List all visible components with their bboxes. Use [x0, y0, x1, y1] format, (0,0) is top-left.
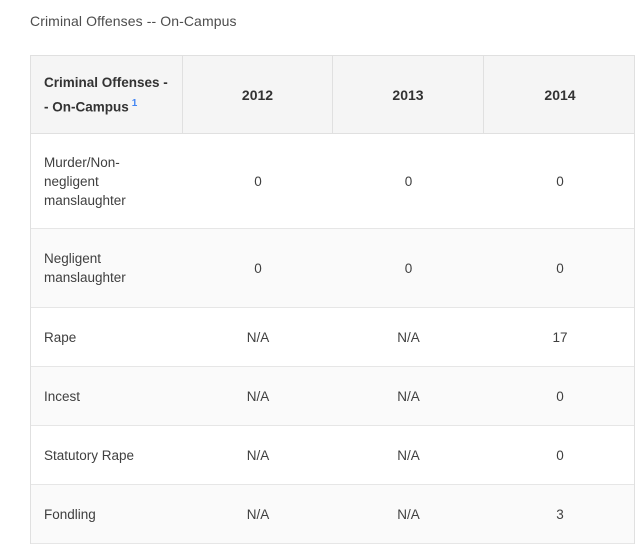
- value-2012: N/A: [246, 388, 270, 404]
- header-cell-2012: 2012: [183, 56, 333, 133]
- offense-label: Negligent manslaughter: [44, 251, 126, 285]
- header-offense-text: Criminal Offenses -- On-Campus: [44, 74, 168, 115]
- value-2013: 0: [404, 260, 413, 276]
- value-2013: N/A: [397, 447, 420, 463]
- value-2014: 0: [556, 388, 564, 404]
- value-2012: N/A: [246, 329, 270, 345]
- table-header-row: Criminal Offenses -- On-Campus 1 2012 201…: [31, 56, 634, 134]
- offense-label: Fondling: [44, 506, 96, 522]
- value-2013: N/A: [397, 388, 420, 404]
- value-2013: 0: [404, 173, 413, 189]
- offense-label: Statutory Rape: [44, 447, 135, 463]
- offense-label: Murder/Non-negligent manslaughter: [44, 154, 126, 208]
- table-row-negligent-manslaughter: Negligent manslaughter 0 0 0: [31, 229, 634, 308]
- value-2014: 0: [556, 447, 564, 463]
- header-cell-2014: 2014: [544, 86, 576, 103]
- value-2013: N/A: [397, 506, 420, 522]
- value-2012: 0: [254, 260, 262, 276]
- criminal-offenses-table: Criminal Offenses -- On-Campus 1 2012 201…: [30, 55, 635, 544]
- page-title: Criminal Offenses -- On-Campus: [30, 13, 237, 29]
- header-cell-2013: 2013: [333, 56, 484, 133]
- table-row-fondling: Fondling N/A N/A 3: [31, 485, 634, 544]
- header-offense-label: Criminal Offenses -- On-Campus 1: [44, 72, 172, 118]
- value-2014: 3: [556, 506, 564, 522]
- value-2012: 0: [254, 173, 262, 189]
- table-row-incest: Incest N/A N/A 0: [31, 367, 634, 426]
- table-row-murder: Murder/Non-negligent manslaughter 0 0 0: [31, 134, 634, 229]
- value-2014: 0: [556, 260, 564, 276]
- value-2012: N/A: [246, 447, 270, 463]
- footnote-link[interactable]: 1: [131, 97, 138, 109]
- value-2014: 17: [552, 329, 568, 345]
- value-2013: N/A: [397, 329, 420, 345]
- value-2012: N/A: [246, 506, 270, 522]
- header-cell-offense: Criminal Offenses -- On-Campus 1: [31, 56, 183, 133]
- value-2014: 0: [556, 173, 564, 189]
- table-row-statutory-rape: Statutory Rape N/A N/A 0: [31, 426, 634, 485]
- table-row-rape: Rape N/A N/A 17: [31, 308, 634, 367]
- offense-label: Incest: [44, 388, 81, 404]
- offense-label: Rape: [44, 329, 77, 345]
